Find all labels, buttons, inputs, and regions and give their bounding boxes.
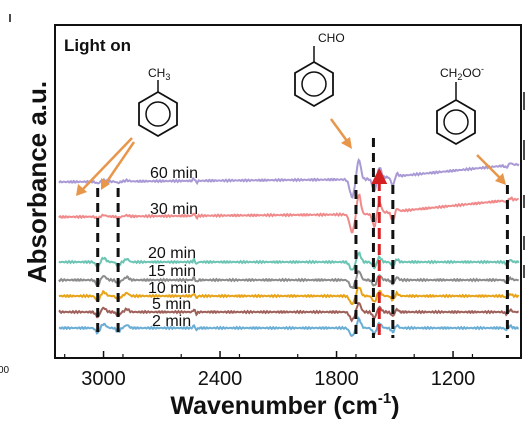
edge-fragment-label: 00 (0, 365, 10, 376)
series-label-10-min: 10 min (148, 280, 196, 297)
series-line-10-min (58, 286, 520, 305)
series-label-60-min: 60 min (150, 165, 198, 182)
series-line-5-min (58, 301, 519, 323)
x-axis-ticks: 3000 2400 1800 1200 (64, 351, 476, 390)
benzaldehyde-structure: CHO (294, 31, 345, 108)
series-line-2-min (58, 316, 519, 338)
y-axis-label: Absorbance a.u. (22, 81, 52, 283)
time-arrow (371, 168, 388, 335)
ch2oo-label: CH2OO- (440, 64, 484, 82)
x-tick-label-2400: 2400 (198, 368, 243, 390)
toluene-structure: CH3 (138, 66, 178, 138)
benzylperoxy-structure: CH2OO- (436, 64, 484, 146)
peak-markers (96, 138, 509, 338)
x-tick-label-1200: 1200 (431, 368, 476, 390)
series-line-30-min (58, 193, 519, 234)
plot-frame (54, 24, 522, 359)
methyl-label: CH3 (148, 66, 170, 82)
toluene-arrows (76, 137, 136, 196)
benzylperoxy-arrow (476, 154, 506, 185)
benzaldehyde-arrow (329, 118, 352, 149)
x-axis-label: Wavenumber (cm-1) (170, 390, 399, 420)
series-label-2-min: 2 min (152, 313, 191, 330)
series-line-60-min (58, 158, 520, 199)
light-on-annotation: Light on (64, 36, 131, 55)
series-label-30-min: 30 min (150, 201, 198, 218)
cho-label: CHO (318, 31, 345, 45)
series-line-15-min (58, 270, 519, 290)
series-label-15-min: 15 min (148, 263, 196, 280)
spectra-group (58, 158, 520, 338)
series-line-20-min (58, 251, 520, 271)
x-tick-label-3000: 3000 (81, 368, 126, 390)
series-label-5-min: 5 min (152, 296, 191, 313)
x-tick-label-1800: 1800 (314, 368, 359, 390)
series-label-20-min: 20 min (148, 245, 196, 262)
